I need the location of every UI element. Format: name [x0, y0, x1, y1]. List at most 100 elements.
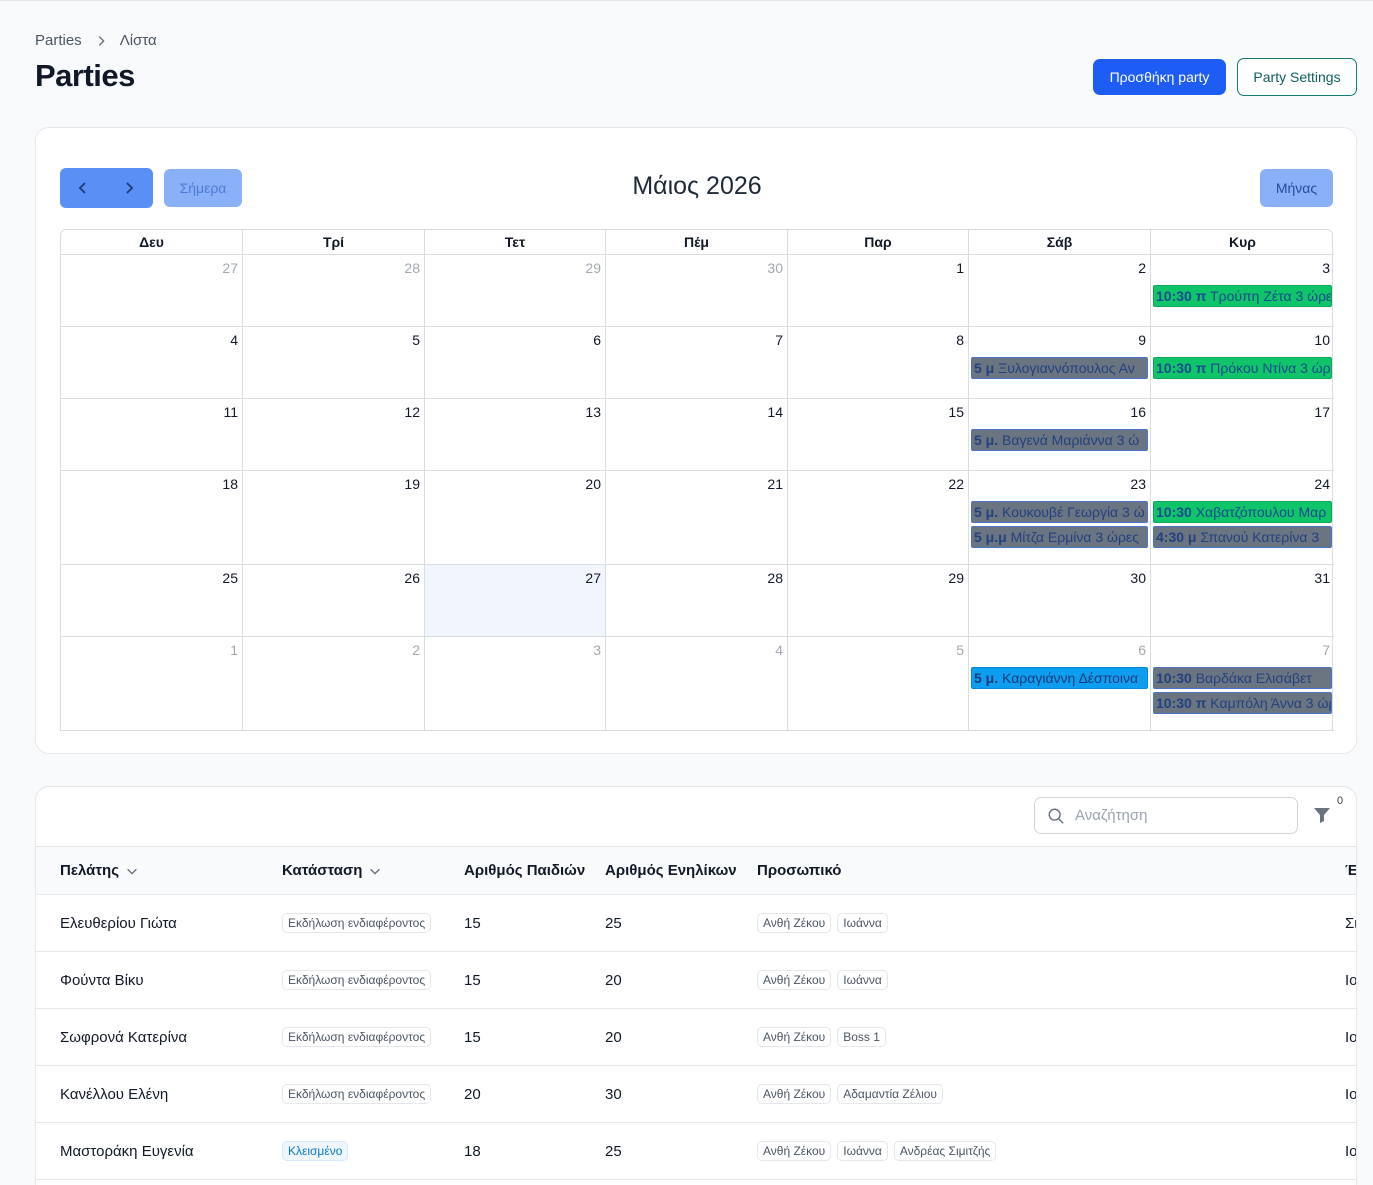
calendar-day[interactable]: 17 [1151, 399, 1334, 471]
day-number[interactable]: 3 [593, 642, 601, 658]
day-number[interactable]: 2 [1138, 260, 1146, 276]
day-number[interactable]: 21 [767, 476, 783, 492]
calendar-event[interactable]: 10:30 Βαρδάκα Ελισάβετ [1153, 667, 1332, 689]
day-number[interactable]: 18 [222, 476, 238, 492]
day-number[interactable]: 23 [1130, 476, 1146, 492]
next-month-button[interactable] [106, 168, 152, 208]
calendar-day[interactable]: 22 [788, 471, 969, 565]
day-number[interactable]: 19 [404, 476, 420, 492]
calendar-day[interactable]: 6 5 μ. Καραγιάννη Δέσποινα [969, 637, 1151, 731]
calendar-day[interactable]: 3 10:30 π Τρούπη Ζέτα 3 ώρες [1151, 255, 1334, 327]
calendar-day[interactable]: 15 [788, 399, 969, 471]
client-cell[interactable]: Σωφρονά Κατερίνα [60, 1028, 188, 1046]
calendar-day[interactable]: 18 [61, 471, 243, 565]
table-row[interactable]: Μαστοράκη Ευγενία Κλεισμένο 18 25 Ανθή Ζέκου… [36, 1123, 1356, 1180]
calendar-day[interactable]: 30 [969, 565, 1151, 637]
client-cell[interactable]: Μαστοράκη Ευγενία [60, 1142, 194, 1160]
day-number[interactable]: 9 [1138, 332, 1146, 348]
calendar-day[interactable]: 9 5 μ Ξυλογιαννόπουλος Αν [969, 327, 1151, 399]
day-number[interactable]: 14 [767, 404, 783, 420]
calendar-day[interactable]: 5 [243, 327, 425, 399]
add-party-button[interactable]: Προσθήκη party [1093, 59, 1226, 95]
calendar-event[interactable]: 10:30 π Τρούπη Ζέτα 3 ώρες [1153, 285, 1332, 307]
client-cell[interactable]: Ελευθερίου Γιώτα [60, 914, 177, 932]
day-number[interactable]: 17 [1314, 404, 1330, 420]
calendar-day[interactable]: 27 [61, 255, 243, 327]
calendar-day[interactable]: 21 [606, 471, 788, 565]
calendar-event[interactable]: 5 μ.μ Μίτζα Ερμίνα 3 ώρες [971, 526, 1148, 548]
table-row[interactable]: Φούντα Βίκυ Εκδήλωση ενδιαφέροντος 15 20 Ανθ… [36, 952, 1356, 1009]
calendar-day[interactable]: 10 10:30 π Πρόκου Ντίνα 3 ώρες [1151, 327, 1334, 399]
day-number[interactable]: 31 [1314, 570, 1330, 586]
day-number[interactable]: 24 [1314, 476, 1330, 492]
day-number[interactable]: 16 [1130, 404, 1146, 420]
calendar-day[interactable]: 31 [1151, 565, 1334, 637]
calendar-day-today[interactable]: 27 [425, 565, 606, 637]
calendar-day[interactable]: 26 [243, 565, 425, 637]
column-header-client[interactable]: Πελάτης [60, 847, 139, 894]
client-cell[interactable]: Φούντα Βίκυ [60, 971, 144, 989]
breadcrumb-parent-link[interactable]: Parties [35, 32, 82, 49]
calendar-event[interactable]: 5 μ. Κουκουβέ Γεωργία 3 ώ [971, 501, 1148, 523]
calendar-day[interactable]: 25 [61, 565, 243, 637]
calendar-day[interactable]: 7 [606, 327, 788, 399]
calendar-day[interactable]: 30 [606, 255, 788, 327]
day-number[interactable]: 13 [585, 404, 601, 420]
calendar-day[interactable]: 12 [243, 399, 425, 471]
calendar-day[interactable]: 2 [969, 255, 1151, 327]
table-row[interactable]: Σωφρονά Κατερίνα Εκδήλωση ενδιαφέροντος 15… [36, 1009, 1356, 1066]
day-number[interactable]: 22 [948, 476, 964, 492]
day-number[interactable]: 1 [956, 260, 964, 276]
day-number[interactable]: 27 [585, 570, 601, 586]
month-view-button[interactable]: Μήνας [1260, 169, 1333, 207]
calendar-event[interactable]: 10:30 π Καμπόλη Άννα 3 ώρες [1153, 692, 1332, 714]
day-number[interactable]: 6 [593, 332, 601, 348]
day-number[interactable]: 25 [222, 570, 238, 586]
day-number[interactable]: 29 [585, 260, 601, 276]
day-number[interactable]: 28 [767, 570, 783, 586]
calendar-event[interactable]: 4:30 μ Σπανού Κατερίνα 3 [1153, 526, 1332, 548]
day-number[interactable]: 6 [1138, 642, 1146, 658]
calendar-event[interactable]: 5 μ. Καραγιάννη Δέσποινα [971, 667, 1148, 689]
day-number[interactable]: 12 [404, 404, 420, 420]
day-number[interactable]: 29 [948, 570, 964, 586]
column-header-status[interactable]: Κατάσταση [282, 847, 382, 894]
calendar-day[interactable]: 7 10:30 Βαρδάκα Ελισάβετ 10:30 π Καμπόλη Ά… [1151, 637, 1334, 731]
day-number[interactable]: 4 [230, 332, 238, 348]
day-number[interactable]: 5 [956, 642, 964, 658]
day-number[interactable]: 28 [404, 260, 420, 276]
table-row[interactable]: Κανέλλου Ελένη Εκδήλωση ενδιαφέροντος 20 30… [36, 1066, 1356, 1123]
day-number[interactable]: 1 [230, 642, 238, 658]
calendar-day[interactable]: 29 [788, 565, 969, 637]
day-number[interactable]: 30 [767, 260, 783, 276]
day-number[interactable]: 4 [775, 642, 783, 658]
calendar-day[interactable]: 8 [788, 327, 969, 399]
day-number[interactable]: 27 [222, 260, 238, 276]
calendar-day[interactable]: 11 [61, 399, 243, 471]
calendar-day[interactable]: 19 [243, 471, 425, 565]
day-number[interactable]: 15 [948, 404, 964, 420]
day-number[interactable]: 10 [1314, 332, 1330, 348]
calendar-day[interactable]: 6 [425, 327, 606, 399]
calendar-event[interactable]: 5 μ Ξυλογιαννόπουλος Αν [971, 357, 1148, 379]
calendar-day[interactable]: 24 10:30 Χαβατζόπουλου Μαρ 4:30 μ Σπανού Κ… [1151, 471, 1334, 565]
calendar-day[interactable]: 1 [788, 255, 969, 327]
day-number[interactable]: 20 [585, 476, 601, 492]
calendar-day[interactable]: 4 [606, 637, 788, 731]
calendar-day[interactable]: 5 [788, 637, 969, 731]
day-number[interactable]: 5 [412, 332, 420, 348]
filter-icon[interactable] [1312, 805, 1332, 825]
day-number[interactable]: 7 [775, 332, 783, 348]
day-number[interactable]: 11 [223, 404, 238, 420]
day-number[interactable]: 30 [1130, 570, 1146, 586]
day-number[interactable]: 26 [404, 570, 420, 586]
prev-month-button[interactable] [60, 168, 106, 208]
client-cell[interactable]: Κανέλλου Ελένη [60, 1085, 169, 1103]
calendar-day[interactable]: 28 [606, 565, 788, 637]
calendar-day[interactable]: 1 [61, 637, 243, 731]
calendar-day[interactable]: 28 [243, 255, 425, 327]
calendar-day[interactable]: 2 [243, 637, 425, 731]
calendar-day[interactable]: 14 [606, 399, 788, 471]
calendar-day[interactable]: 29 [425, 255, 606, 327]
calendar-event[interactable]: 5 μ. Βαγενά Μαριάννα 3 ώ [971, 429, 1148, 451]
